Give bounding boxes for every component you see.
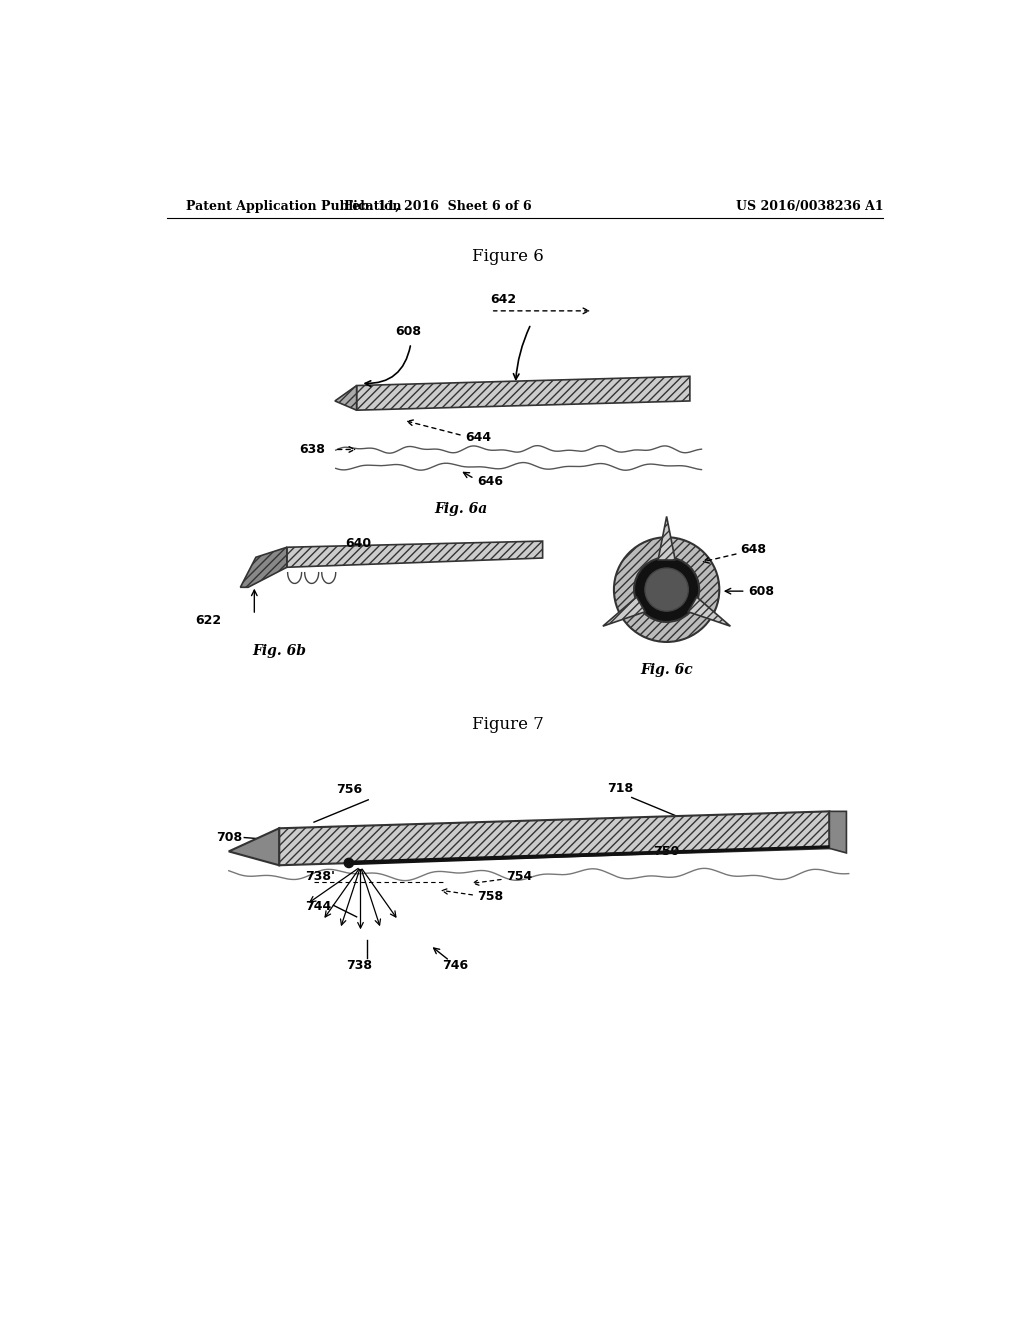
Text: 646: 646 (477, 475, 503, 488)
Polygon shape (349, 845, 829, 866)
Circle shape (344, 858, 353, 867)
Text: 744: 744 (305, 900, 331, 913)
Text: 622: 622 (195, 614, 221, 627)
Text: 648: 648 (740, 543, 766, 556)
Text: Fig. 6a: Fig. 6a (434, 502, 487, 516)
Polygon shape (241, 548, 287, 587)
Circle shape (634, 557, 699, 622)
Text: Patent Application Publication: Patent Application Publication (186, 199, 401, 213)
Text: 718: 718 (607, 781, 633, 795)
Text: Figure 7: Figure 7 (472, 715, 544, 733)
Polygon shape (603, 597, 645, 626)
Text: US 2016/0038236 A1: US 2016/0038236 A1 (736, 199, 884, 213)
Text: 640: 640 (345, 537, 371, 550)
Text: 750: 750 (653, 845, 680, 858)
Polygon shape (335, 385, 356, 411)
Text: Fig. 6c: Fig. 6c (640, 664, 693, 677)
Text: 708: 708 (216, 832, 243, 843)
Text: 608: 608 (748, 585, 774, 598)
Text: Fig. 6b: Fig. 6b (252, 644, 306, 659)
Text: 756: 756 (336, 783, 361, 796)
Polygon shape (287, 541, 543, 568)
Polygon shape (356, 376, 690, 411)
Text: 758: 758 (477, 890, 503, 903)
Text: 754: 754 (506, 870, 532, 883)
Text: Figure 6: Figure 6 (472, 248, 544, 265)
Polygon shape (658, 516, 675, 560)
Text: 644: 644 (465, 430, 492, 444)
Text: Feb. 11, 2016  Sheet 6 of 6: Feb. 11, 2016 Sheet 6 of 6 (344, 199, 531, 213)
Text: 738': 738' (305, 870, 335, 883)
Circle shape (614, 537, 719, 642)
Polygon shape (280, 812, 829, 866)
Polygon shape (829, 812, 847, 853)
Polygon shape (228, 829, 280, 866)
Polygon shape (688, 597, 730, 626)
Text: 608: 608 (395, 325, 421, 338)
Text: 738: 738 (346, 958, 372, 972)
Text: 642: 642 (490, 293, 517, 306)
Text: 746: 746 (442, 958, 468, 972)
Text: 638: 638 (300, 444, 326, 455)
Circle shape (645, 568, 688, 611)
